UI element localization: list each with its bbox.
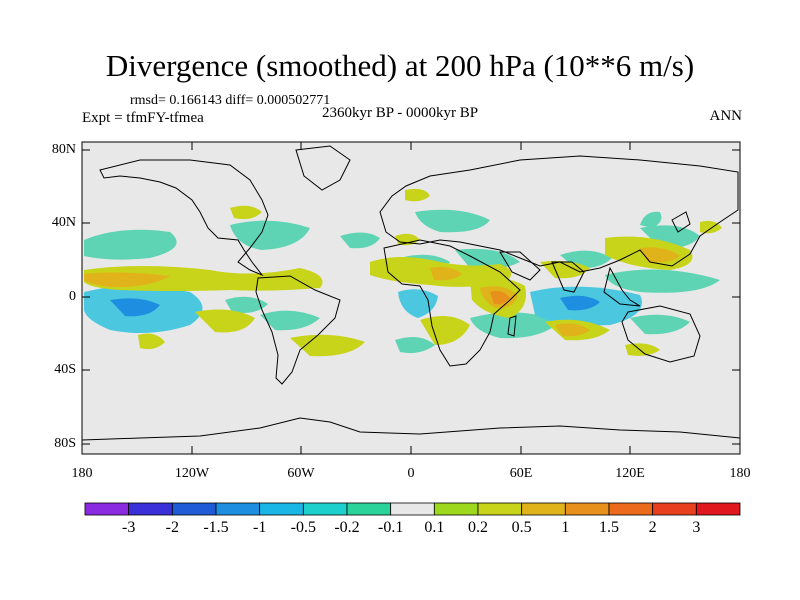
field-patch (540, 260, 590, 279)
x-label-0: 0 (407, 466, 415, 481)
divergence-field (84, 188, 722, 357)
field-patch (625, 343, 660, 356)
field-patch (225, 296, 268, 313)
field-patch (640, 247, 680, 263)
colorbar-label: -1.5 (203, 519, 229, 536)
colorbar-swatch (84, 502, 130, 516)
colorbar-swatch (390, 502, 435, 516)
field-patch (560, 295, 600, 311)
colorbar-swatch (433, 502, 479, 516)
y-label-0: 0 (69, 289, 76, 304)
field-patch (84, 272, 170, 288)
coastlines (82, 145, 740, 441)
x-label-60e: 60E (509, 466, 533, 481)
field-patch (430, 266, 462, 281)
colorbar-label: 1 (561, 519, 570, 536)
field-patch (420, 316, 470, 345)
southeast-asia-coast (603, 266, 641, 307)
colorbar-swatch (128, 502, 173, 516)
field-patch (110, 298, 160, 317)
field-patch (195, 309, 255, 333)
x-label-60w: 60W (287, 466, 315, 481)
colorbar-swatch (171, 502, 217, 516)
north-america-coast (99, 159, 269, 277)
colorbar-label: 1.5 (599, 519, 619, 536)
colorbar-label: -0.2 (334, 519, 360, 536)
field-patch (84, 229, 177, 260)
colorbar-swatch (346, 502, 392, 516)
field-patch (640, 211, 662, 228)
y-label-40n: 40N (51, 215, 76, 230)
plot-title: Divergence (smoothed) at 200 hPa (10**6 … (105, 48, 695, 83)
field-patch (555, 323, 590, 337)
experiment-label: Expt = tfmFY-tfmea (82, 110, 204, 126)
field-patch (605, 269, 720, 293)
arabia-coast (499, 251, 541, 281)
period-label: 2360kyr BP - 0000kyr BP (322, 105, 479, 121)
field-patch (405, 188, 430, 202)
y-label-40s: 40S (54, 362, 76, 377)
colorbar-label: -2 (165, 519, 179, 536)
field-patch (398, 289, 438, 318)
europe-coast (379, 155, 739, 273)
field-patch (395, 336, 435, 354)
colorbar-swatch (608, 502, 654, 516)
x-label-120e: 120E (615, 466, 645, 481)
field-patch (260, 310, 320, 331)
colorbar-label: 0.5 (511, 519, 532, 536)
south-america-coast (255, 275, 341, 385)
colorbar-swatch (521, 502, 566, 516)
colorbar-label: -3 (121, 519, 136, 536)
rmsd-diff-stats: rmsd= 0.166143 diff= 0.000502771 (130, 93, 331, 108)
x-label-120w: 120W (174, 466, 210, 481)
field-patch (138, 333, 165, 350)
greenland-coast (295, 145, 351, 191)
australia-coast (621, 305, 701, 363)
colorbar-label: 3 (692, 519, 701, 536)
africa-coast (383, 239, 521, 367)
field-patch (230, 220, 310, 250)
field-patch (630, 314, 690, 335)
field-patch (455, 248, 520, 270)
colorbar-label: 0.1 (424, 519, 445, 536)
y-label-80s: 80S (54, 436, 76, 451)
x-label-180w: 180 (71, 466, 93, 481)
field-patch (415, 209, 490, 233)
field-patch (340, 232, 380, 249)
colorbar-swatch (477, 502, 523, 516)
colorbar-swatch (564, 502, 610, 516)
field-patch (230, 205, 262, 220)
x-label-180e: 180 (729, 466, 751, 481)
japan-coast (671, 211, 691, 233)
y-label-80n: 80N (51, 142, 76, 157)
field-patch (490, 290, 510, 305)
field-patch (290, 334, 365, 357)
colorbar-label: 2 (648, 519, 657, 536)
axis-ticks (82, 142, 740, 454)
colorbar-swatch (302, 502, 348, 516)
colorbar-swatch (652, 502, 697, 516)
antarctica-coast (82, 417, 740, 441)
colorbar (84, 502, 741, 516)
colorbar-label: -1 (252, 519, 267, 536)
colorbar-label: -0.5 (290, 519, 316, 536)
madagascar-coast (507, 315, 517, 337)
colorbar-label: 0.2 (468, 519, 488, 536)
colorbar-swatch (259, 502, 304, 516)
colorbar-label: -0.1 (377, 519, 404, 536)
india-coast (551, 261, 585, 293)
season-label: ANN (709, 108, 743, 124)
colorbar-swatch (695, 502, 741, 516)
colorbar-swatch (215, 502, 261, 516)
